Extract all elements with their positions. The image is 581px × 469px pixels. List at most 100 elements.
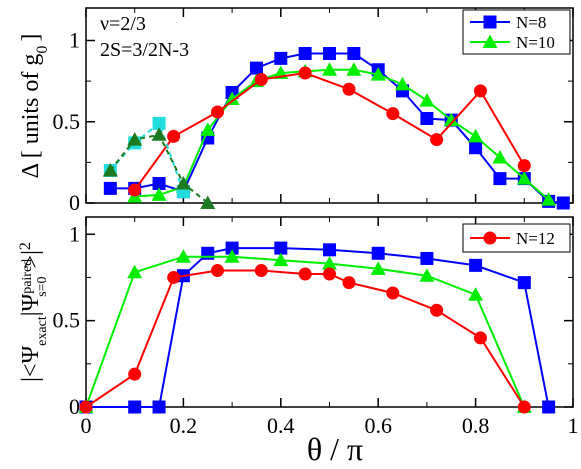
top-y-tick-label: 0	[69, 190, 80, 215]
top-data-point	[274, 51, 288, 65]
x-tick-label: 0.6	[364, 413, 392, 438]
legend-label: N=12	[516, 229, 555, 248]
bottom-y-tick-label: 0.5	[53, 308, 81, 333]
bottom-data-point	[323, 243, 336, 257]
bottom-data-point	[127, 264, 143, 279]
bottom-data-point	[342, 276, 356, 290]
bottom-series-line	[86, 247, 550, 408]
bottom-data-point	[420, 251, 434, 265]
top-series	[102, 47, 570, 210]
legend-swatch-marker	[482, 34, 498, 48]
top-data-point	[298, 47, 312, 60]
top-data-point	[492, 150, 508, 164]
legend-label: N=10	[516, 33, 555, 52]
bottom-data-point	[468, 287, 484, 301]
bottom-data-point	[128, 367, 142, 381]
bottom-series	[78, 241, 556, 414]
top-data-point	[298, 66, 312, 80]
top-panel: 0 0.5 1 ν=2/3 2S=3/2N-3 N=8N=10 Δ [ units …	[18, 7, 574, 215]
top-data-point	[443, 112, 459, 127]
top-data-point	[420, 112, 434, 125]
top-data-point	[469, 141, 483, 155]
top-data-point	[541, 192, 557, 206]
annotation-nu: ν=2/3	[100, 13, 146, 35]
top-data-point	[395, 76, 411, 91]
x-tick-label: 0.8	[462, 413, 490, 438]
bottom-data-point	[473, 331, 487, 345]
top-data-point	[175, 176, 191, 190]
bottom-data-point	[386, 286, 400, 300]
bottom-series-line	[85, 269, 526, 408]
top-data-point	[200, 195, 216, 209]
bottom-data-point	[201, 246, 215, 260]
top-data-point	[347, 47, 361, 60]
bottom-data-point	[322, 256, 337, 270]
bottom-data-point	[175, 249, 191, 263]
bottom-data-point	[469, 258, 483, 272]
bottom-data-point	[323, 267, 336, 281]
bottom-data-point	[152, 400, 166, 414]
top-y-label: Δ [ units of g0]	[18, 34, 51, 179]
top-data-point	[386, 107, 400, 121]
bottom-series-0	[79, 241, 556, 414]
bottom-series-2	[79, 264, 531, 414]
bottom-panel: 0 0.2 0.4 0.6 0.8 1 0 0.5 1 N=12 |<Ψexact|Ψpaire…	[17, 216, 579, 467]
bottom-data-point	[225, 241, 239, 255]
bottom-ticks: 0 0.2 0.4 0.6 0.8 1 0 0.5 1	[53, 217, 579, 438]
top-series-4	[102, 127, 216, 209]
bottom-data-point	[274, 241, 288, 255]
bottom-data-point	[542, 400, 556, 414]
bottom-data-point	[430, 303, 444, 317]
x-axis-label: θ / π	[307, 431, 363, 467]
bottom-data-point	[419, 268, 435, 282]
top-series-0	[103, 47, 570, 210]
bottom-data-point	[370, 261, 386, 275]
top-data-point	[127, 132, 143, 146]
top-y-tick-label: 1	[69, 28, 80, 53]
top-data-point	[151, 187, 167, 201]
bottom-y-tick-label: 1	[69, 221, 80, 246]
top-data-point	[473, 84, 487, 98]
top-data-point	[254, 73, 268, 86]
top-data-point	[516, 171, 532, 185]
top-data-point	[342, 82, 356, 96]
bottom-y-label: |<Ψexact|Ψpaireds=0>|2	[17, 242, 50, 382]
bottom-data-point	[254, 264, 268, 278]
top-data-point	[249, 61, 263, 75]
legend-swatch-marker	[483, 15, 497, 29]
annotation-2s: 2S=3/2N-3	[100, 39, 189, 61]
bottom-y-tick-label: 0	[69, 394, 80, 419]
top-data-point	[152, 177, 166, 190]
bottom-data-point	[79, 400, 93, 414]
bottom-data-point	[273, 252, 289, 267]
top-legend-box	[462, 9, 571, 55]
top-data-point	[224, 91, 240, 105]
bottom-data-point	[517, 276, 531, 290]
top-data-point	[200, 122, 216, 136]
top-data-point	[556, 196, 570, 210]
top-data-point	[370, 67, 386, 81]
top-data-point	[151, 127, 167, 141]
x-tick-label: 1	[568, 413, 579, 438]
top-series-line	[133, 71, 526, 191]
top-y-tick-label: 0.5	[53, 109, 81, 134]
x-tick-label: 0	[81, 413, 92, 438]
x-tick-label: 0.4	[267, 413, 295, 438]
top-data-point	[323, 47, 336, 60]
top-legend: N=8N=10	[462, 9, 571, 55]
top-data-point	[210, 105, 224, 119]
top-data-point	[430, 133, 444, 147]
bottom-data-point	[128, 400, 142, 414]
top-data-point	[468, 128, 484, 143]
top-data-point	[419, 93, 435, 107]
bottom-data-point	[517, 400, 531, 414]
bottom-data-point	[298, 267, 312, 281]
bottom-series-line	[85, 255, 526, 408]
bottom-data-point	[210, 264, 224, 278]
top-data-point	[128, 183, 142, 197]
bottom-data-point	[167, 270, 181, 284]
top-data-point	[493, 172, 507, 186]
legend-label: N=8	[516, 13, 546, 32]
top-data-point	[167, 129, 181, 143]
bottom-data-point	[224, 249, 240, 263]
